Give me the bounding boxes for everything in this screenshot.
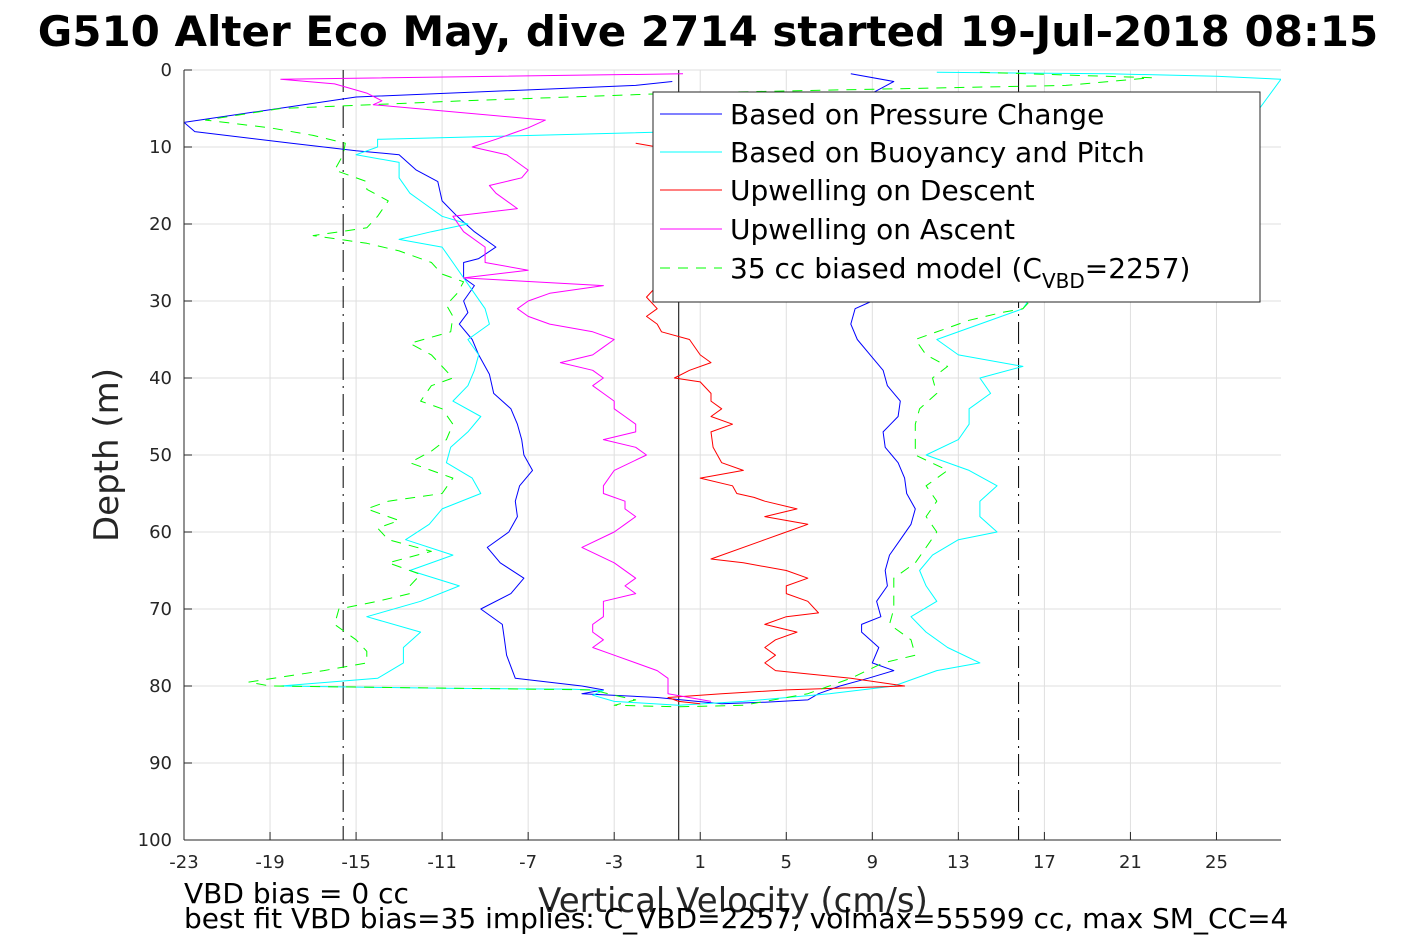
legend-label-model: 35 cc biased model (CVBD=2257) — [730, 252, 1190, 293]
y-tick-label: 0 — [161, 60, 172, 81]
y-tick-label: 90 — [149, 753, 172, 774]
x-tick-label: -3 — [605, 852, 623, 873]
y-tick-label: 60 — [149, 522, 172, 543]
x-axis-label: Vertical Velocity (cm/s) — [538, 881, 928, 921]
legend-model-tail: =2257) — [1085, 252, 1191, 285]
legend-model-main: 35 cc biased model (C — [730, 252, 1042, 285]
y-tick-label: 100 — [138, 830, 172, 851]
x-tick-label: -23 — [169, 852, 198, 873]
x-tick-label: 21 — [1119, 852, 1142, 873]
y-tick-label: 40 — [149, 368, 172, 389]
chart-title: G510 Alter Eco May, dive 2714 started 19… — [38, 7, 1378, 56]
footer-vbd-bias: VBD bias = 0 cc — [184, 877, 409, 910]
x-tick-label: 5 — [781, 852, 792, 873]
legend-label-pressure: Based on Pressure Change — [730, 98, 1104, 131]
series-line — [205, 71, 1153, 708]
legend-box — [652, 91, 1261, 303]
y-tick-label: 50 — [149, 445, 172, 466]
y-tick-label: 20 — [149, 214, 172, 235]
y-tick-label: 30 — [149, 291, 172, 312]
x-tick-label: 9 — [867, 852, 878, 873]
y-axis-label: Depth (m) — [87, 368, 127, 542]
x-tick-label: 1 — [695, 852, 706, 873]
x-tick-label: 25 — [1205, 852, 1228, 873]
y-tick-label: 80 — [149, 676, 172, 697]
x-tick-label: -15 — [341, 852, 370, 873]
legend-label-buoyancy: Based on Buoyancy and Pitch — [730, 136, 1145, 169]
y-tick-label: 70 — [149, 599, 172, 620]
x-tick-label: 17 — [1033, 852, 1056, 873]
y-tick-labels: 0 10 20 30 40 50 60 70 80 90 100 — [138, 60, 172, 851]
legend-model-subscript: VBD — [1042, 269, 1085, 293]
x-tick-label: -19 — [255, 852, 284, 873]
series-line — [635, 142, 906, 705]
legend: Based on Pressure Change Based on Buoyan… — [652, 91, 1261, 303]
x-tick-label: -11 — [427, 852, 456, 873]
series-line — [280, 71, 1281, 706]
y-tick-label: 10 — [149, 137, 172, 158]
x-tick-label: -7 — [519, 852, 537, 873]
x-tick-labels: -23 -19 -15 -11 -7 -3 1 5 9 13 17 21 25 — [169, 852, 1228, 873]
x-tick-label: 13 — [947, 852, 970, 873]
legend-label-descent: Upwelling on Descent — [730, 174, 1035, 207]
legend-label-ascent: Upwelling on Ascent — [730, 213, 1015, 246]
data-series — [184, 71, 1281, 708]
footer-best-fit: best fit VBD bias=35 implies: C_VBD=2257… — [184, 902, 1289, 935]
series-line — [280, 73, 712, 702]
